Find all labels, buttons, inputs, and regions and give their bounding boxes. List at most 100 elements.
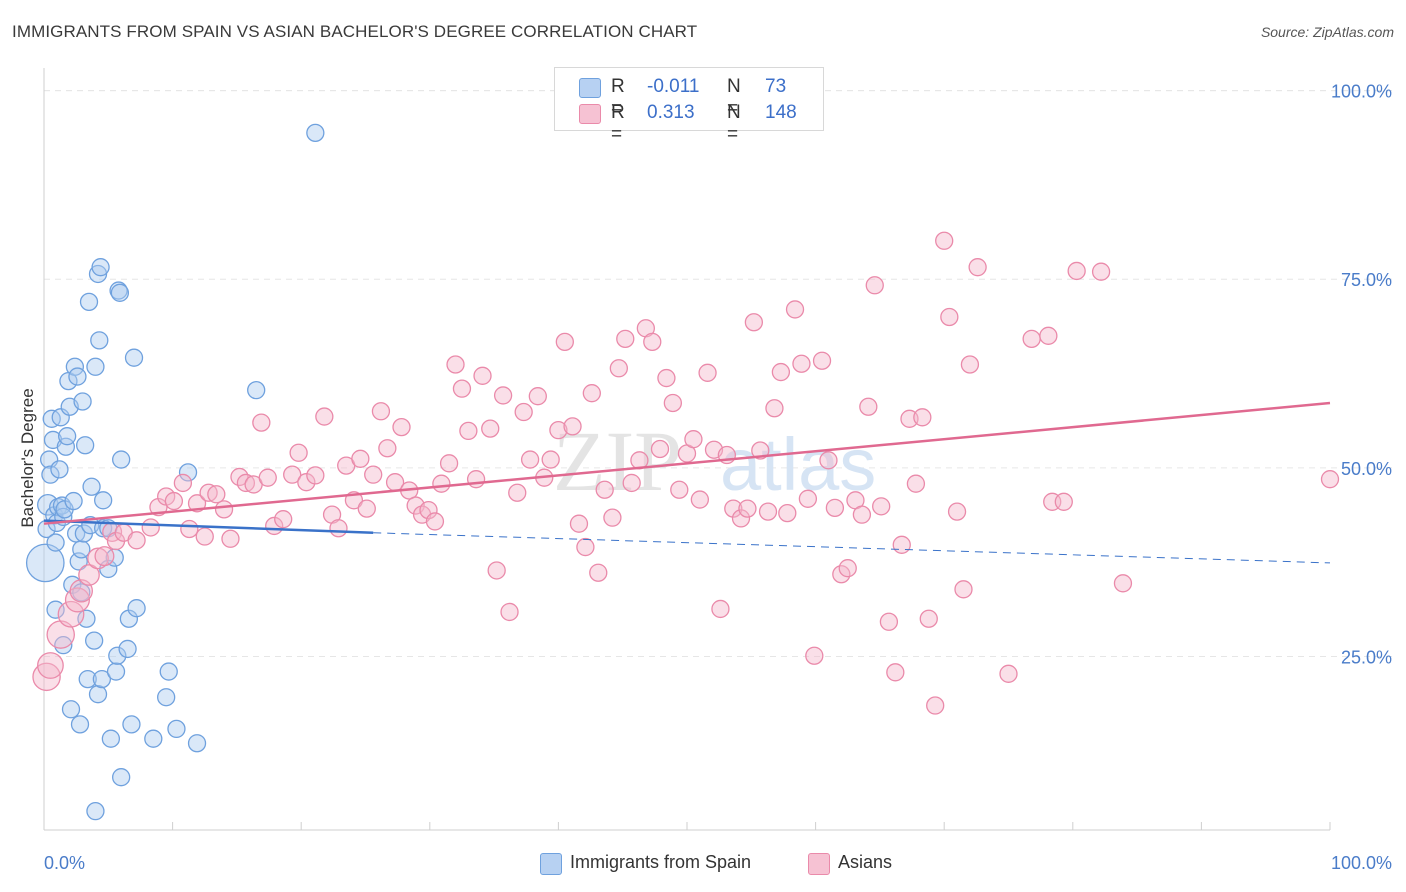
- asians-n-value: 148: [765, 102, 797, 123]
- asians-point: [825, 498, 845, 517]
- asians-point: [999, 664, 1018, 683]
- asians-point: [214, 500, 234, 519]
- asians-point: [582, 384, 601, 403]
- asians-point: [711, 599, 730, 619]
- spain-point: [50, 460, 69, 479]
- asians-point: [252, 413, 271, 432]
- spain-point: [88, 685, 108, 704]
- spain-point: [122, 715, 141, 734]
- asians-point: [1022, 329, 1041, 348]
- spain-point: [91, 258, 110, 277]
- asians-point: [57, 600, 85, 628]
- r-label: R =: [611, 76, 625, 119]
- spain-point: [46, 533, 65, 552]
- asians-point: [1091, 262, 1111, 281]
- asians-point: [886, 663, 905, 682]
- asians-point: [792, 354, 811, 373]
- grid: [44, 90, 1392, 657]
- spain-point: [85, 631, 104, 650]
- asians-point: [549, 420, 568, 440]
- spain-point: [144, 729, 163, 748]
- spain-point: [106, 662, 126, 681]
- asians-point: [892, 535, 911, 554]
- watermark-atlas: atlas: [720, 423, 876, 506]
- asians-point: [947, 502, 967, 521]
- asians-point: [785, 300, 805, 319]
- asians-point: [500, 602, 519, 622]
- asians-point: [514, 402, 533, 422]
- asians-point: [94, 546, 115, 567]
- watermark-zip: ZIP: [553, 413, 682, 509]
- spain-point: [46, 600, 65, 619]
- asians-point: [751, 441, 770, 460]
- asians-point: [805, 646, 824, 665]
- asians-point: [595, 480, 614, 499]
- asians-legend-label: Asians: [838, 852, 893, 872]
- asians-point: [812, 351, 832, 370]
- axes: [43, 68, 1331, 831]
- asians-point: [1067, 261, 1086, 281]
- asians-legend-swatch: [808, 853, 830, 875]
- trend-lines: [43, 401, 1331, 564]
- asians-point: [589, 563, 608, 582]
- spain-r-value: -0.011: [647, 76, 700, 97]
- asians-point: [487, 561, 506, 580]
- spain-point: [101, 729, 121, 748]
- spain-point: [187, 734, 207, 753]
- asians-point: [940, 307, 959, 327]
- y-tick-label: 25.0%: [1341, 647, 1392, 667]
- asians-point: [935, 231, 954, 250]
- asians-point: [690, 490, 710, 509]
- asians-point: [650, 439, 670, 459]
- asians-point: [758, 502, 778, 521]
- y-tick-label: 100.0%: [1331, 82, 1392, 102]
- spain-point: [108, 646, 127, 665]
- asians-point: [520, 450, 540, 469]
- asians-point: [865, 276, 884, 295]
- spain-n-value: 73: [765, 76, 787, 97]
- asians-point: [926, 696, 945, 715]
- asians-point: [258, 468, 277, 487]
- asians-point: [180, 519, 199, 539]
- asians-point: [859, 397, 878, 416]
- spain-point: [127, 599, 146, 618]
- spain-point: [110, 283, 130, 302]
- asians-point: [481, 419, 500, 438]
- spain-point: [72, 540, 91, 559]
- data-points: [25, 123, 1340, 821]
- asians-point: [698, 363, 717, 382]
- asians-point: [879, 612, 899, 631]
- asians-trend-line: [43, 401, 1331, 525]
- spain-point: [57, 427, 77, 446]
- spain-point: [247, 381, 266, 400]
- asians-r-value: 0.313: [647, 102, 695, 123]
- watermark: ZIP atlas: [553, 413, 876, 509]
- spain-point: [73, 392, 92, 411]
- asians-point: [466, 470, 486, 489]
- asians-point: [1039, 326, 1058, 345]
- asians-point: [563, 417, 582, 436]
- asians-point: [798, 489, 818, 508]
- asians-point: [643, 332, 662, 352]
- asians-point: [32, 662, 61, 692]
- asians-point: [852, 505, 872, 524]
- spain-point: [112, 768, 131, 787]
- asians-point: [283, 465, 302, 484]
- asians-point: [378, 439, 397, 458]
- spain-trend-line: [43, 519, 374, 534]
- y-tick-label: 50.0%: [1341, 459, 1392, 479]
- asians-point: [446, 355, 465, 374]
- stats-legend: R = -0.011 N = 73 R = 0.313 N = 148: [554, 67, 824, 145]
- asians-point: [432, 474, 451, 493]
- asians-point: [236, 473, 256, 493]
- asians-point: [731, 509, 751, 528]
- asians-point: [872, 497, 891, 516]
- asians-point: [771, 362, 791, 382]
- spain-point: [25, 543, 65, 583]
- asians-point: [439, 454, 459, 473]
- y-axis-label: Bachelor's Degree: [18, 388, 37, 527]
- asians-point: [724, 499, 743, 518]
- x-tick-label: 0.0%: [44, 853, 85, 873]
- asians-point: [392, 417, 411, 437]
